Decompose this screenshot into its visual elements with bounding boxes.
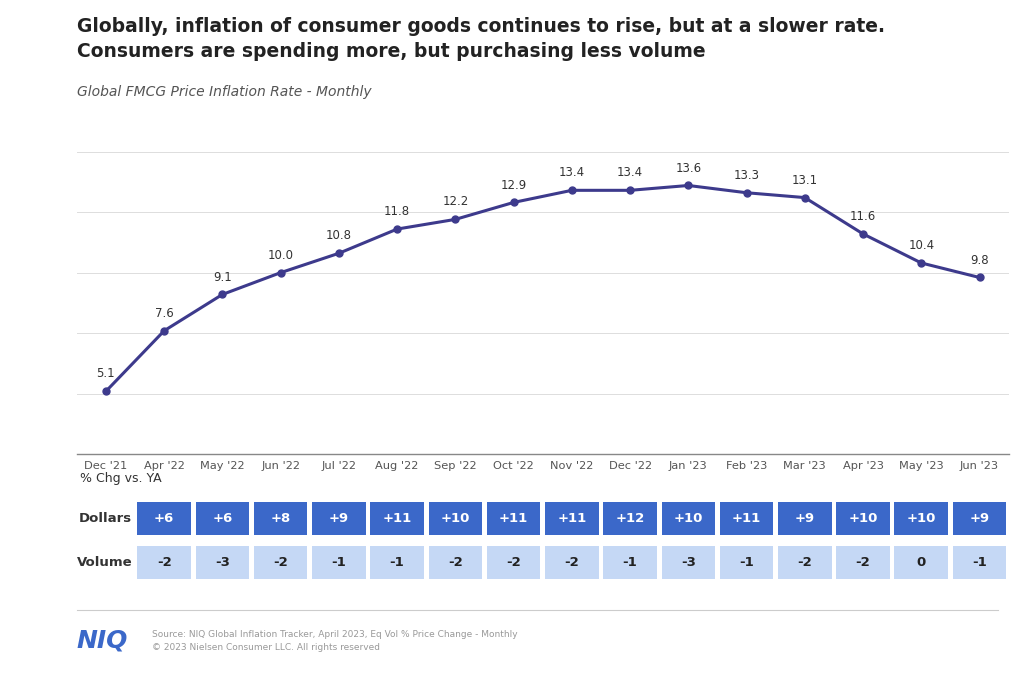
Text: -3: -3 — [681, 556, 695, 569]
Text: +9: +9 — [795, 512, 815, 525]
Text: 0: 0 — [916, 556, 926, 569]
Text: -2: -2 — [447, 556, 463, 569]
Text: -1: -1 — [972, 556, 987, 569]
FancyBboxPatch shape — [196, 546, 249, 579]
Text: -2: -2 — [856, 556, 870, 569]
FancyBboxPatch shape — [720, 546, 773, 579]
Text: -1: -1 — [739, 556, 754, 569]
FancyBboxPatch shape — [137, 546, 190, 579]
FancyBboxPatch shape — [254, 502, 307, 535]
FancyBboxPatch shape — [371, 546, 424, 579]
Text: +11: +11 — [557, 512, 587, 525]
Text: -2: -2 — [564, 556, 580, 569]
Text: 7.6: 7.6 — [155, 307, 173, 320]
FancyBboxPatch shape — [837, 546, 890, 579]
Text: 13.4: 13.4 — [617, 166, 643, 180]
Text: % Chg vs. YA: % Chg vs. YA — [80, 473, 162, 485]
FancyBboxPatch shape — [429, 546, 482, 579]
Text: +8: +8 — [270, 512, 291, 525]
Text: +6: +6 — [212, 512, 232, 525]
Text: 12.9: 12.9 — [501, 178, 526, 192]
FancyBboxPatch shape — [196, 502, 249, 535]
FancyBboxPatch shape — [662, 546, 715, 579]
FancyBboxPatch shape — [371, 502, 424, 535]
Text: -2: -2 — [506, 556, 521, 569]
FancyBboxPatch shape — [952, 546, 1007, 579]
FancyBboxPatch shape — [486, 502, 541, 535]
FancyBboxPatch shape — [952, 502, 1007, 535]
Text: 9.8: 9.8 — [970, 254, 989, 266]
FancyBboxPatch shape — [603, 502, 656, 535]
Text: Dollars: Dollars — [79, 512, 132, 525]
Text: +11: +11 — [383, 512, 412, 525]
Text: +11: +11 — [732, 512, 761, 525]
FancyBboxPatch shape — [545, 502, 599, 535]
Text: +9: +9 — [329, 512, 349, 525]
Text: 10.0: 10.0 — [267, 249, 294, 262]
Text: 13.6: 13.6 — [675, 161, 701, 175]
Text: +11: +11 — [499, 512, 528, 525]
Text: 13.3: 13.3 — [733, 169, 760, 182]
Text: Volume: Volume — [77, 556, 132, 569]
Text: 13.1: 13.1 — [792, 174, 818, 186]
FancyBboxPatch shape — [254, 546, 307, 579]
Text: +12: +12 — [615, 512, 645, 525]
FancyBboxPatch shape — [312, 502, 366, 535]
Text: Source: NIQ Global Inflation Tracker, April 2023, Eq Vol % Price Change - Monthl: Source: NIQ Global Inflation Tracker, Ap… — [152, 630, 517, 652]
Text: -2: -2 — [157, 556, 172, 569]
Text: Global FMCG Price Inflation Rate - Monthly: Global FMCG Price Inflation Rate - Month… — [77, 85, 372, 99]
Text: +10: +10 — [848, 512, 878, 525]
FancyBboxPatch shape — [778, 502, 831, 535]
Text: +6: +6 — [154, 512, 174, 525]
FancyBboxPatch shape — [429, 502, 482, 535]
Text: -2: -2 — [798, 556, 812, 569]
Text: -1: -1 — [390, 556, 404, 569]
FancyBboxPatch shape — [720, 502, 773, 535]
FancyBboxPatch shape — [662, 502, 715, 535]
Text: 10.8: 10.8 — [326, 229, 352, 243]
Text: +10: +10 — [440, 512, 470, 525]
FancyBboxPatch shape — [486, 546, 541, 579]
Text: Globally, inflation of consumer goods continues to rise, but at a slower rate.
C: Globally, inflation of consumer goods co… — [77, 17, 885, 61]
FancyBboxPatch shape — [837, 502, 890, 535]
Text: 10.4: 10.4 — [908, 239, 934, 252]
Text: +10: +10 — [674, 512, 703, 525]
Text: -1: -1 — [623, 556, 638, 569]
Text: 13.4: 13.4 — [559, 166, 585, 180]
Text: 9.1: 9.1 — [213, 271, 231, 283]
Text: 5.1: 5.1 — [96, 367, 116, 380]
FancyBboxPatch shape — [895, 546, 948, 579]
Text: 12.2: 12.2 — [442, 195, 469, 209]
Text: 11.8: 11.8 — [384, 205, 411, 218]
FancyBboxPatch shape — [312, 546, 366, 579]
Text: +9: +9 — [970, 512, 989, 525]
Text: 11.6: 11.6 — [850, 210, 877, 223]
Text: -2: -2 — [273, 556, 288, 569]
FancyBboxPatch shape — [603, 546, 656, 579]
Text: +10: +10 — [906, 512, 936, 525]
FancyBboxPatch shape — [778, 546, 831, 579]
FancyBboxPatch shape — [895, 502, 948, 535]
FancyBboxPatch shape — [137, 502, 190, 535]
Text: -1: -1 — [332, 556, 346, 569]
Text: NIQ: NIQ — [77, 629, 128, 653]
Text: -3: -3 — [215, 556, 229, 569]
FancyBboxPatch shape — [545, 546, 599, 579]
